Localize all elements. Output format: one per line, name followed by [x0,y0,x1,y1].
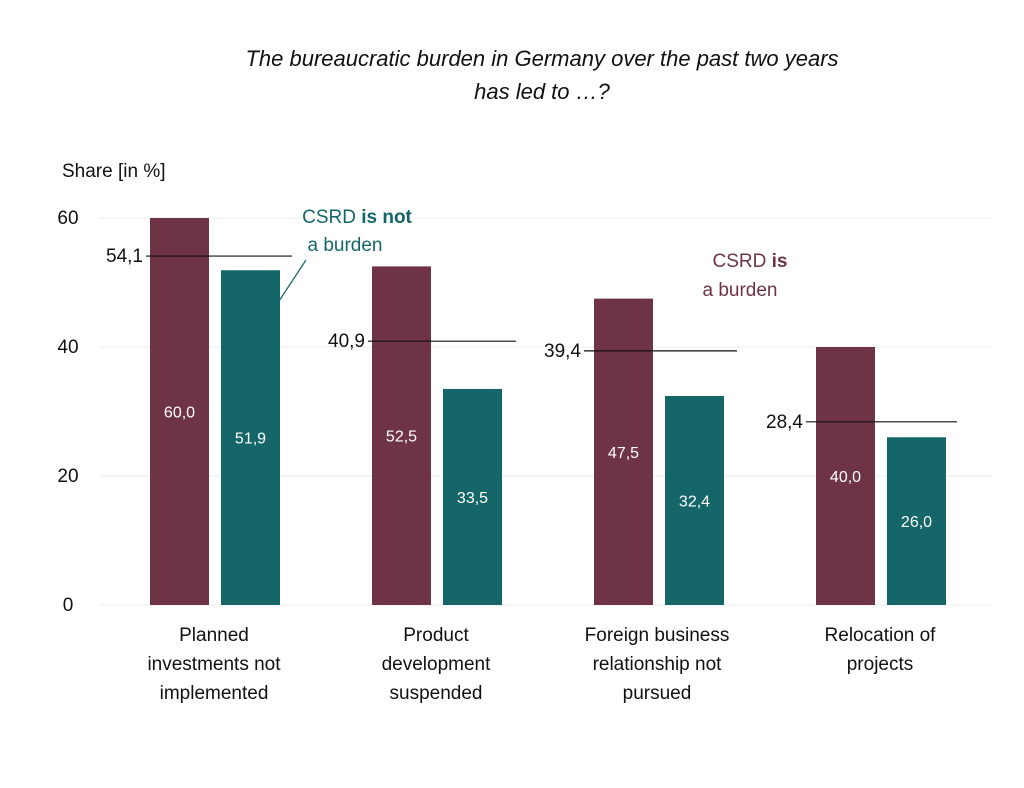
bar-burden [150,218,209,605]
bar-value-label: 47,5 [608,445,639,462]
legend-annotation-not-burden: CSRD is not a burden [278,207,413,302]
annotation-not-burden-leader-line [278,259,307,302]
category-label-line: projects [847,654,914,675]
annotation-burden-bold: is [772,251,788,272]
bar-value-label: 40,0 [830,469,861,486]
bar-value-label: 51,9 [235,431,266,448]
category-label-line: development [382,654,492,675]
reference-line-label: 40,9 [328,331,365,352]
bar-not_burden [665,396,724,605]
category-label-line: suspended [390,683,483,704]
category-label-line: Relocation of [825,625,937,646]
bar-not_burden [443,388,502,605]
category-label-line: Planned [179,625,249,646]
reference-lines: 54,1 40,9 39,4 28,4 [106,246,957,433]
category-label-line: Foreign business [585,625,730,646]
chart-title-line-2: has led to …? [474,79,611,104]
legend-annotation-burden: CSRD is a burden [702,251,787,301]
category-label-line: Product [403,625,469,646]
bar-burden [816,347,875,605]
reference-line-label: 54,1 [106,246,143,267]
bar-value-label: 60,0 [164,405,195,422]
y-axis-label: Share [in %] [62,161,166,182]
annotation-burden-normal: CSRD [713,251,772,272]
annotation-not-burden-line-2: a burden [307,235,382,256]
bar-value-labels: 60,0 52,5 47,5 40,0 51,9 33,5 32,4 26,0 [164,405,932,532]
y-tick-label: 20 [57,466,78,487]
bar-not_burden [887,437,946,605]
bar-not_burden [221,270,280,605]
annotation-not-burden-bold: is not [361,207,412,228]
annotation-not-burden-line-1: CSRD is not [302,207,412,228]
y-tick-label: 40 [57,337,78,358]
annotation-burden-line-1: CSRD is [713,251,788,272]
reference-line-label: 39,4 [544,341,581,362]
bar-value-label: 52,5 [386,429,417,446]
bar-value-label: 26,0 [901,514,932,531]
y-tick-label: 60 [57,208,78,229]
category-label-line: investments not [147,654,281,675]
annotation-burden-line-2: a burden [702,280,777,301]
bar-value-label: 33,5 [457,490,488,507]
chart-title-line-1: The bureaucratic burden in Germany over … [245,46,838,71]
category-labels: Planned investments not implemented Product… [147,625,936,704]
bar-value-label: 32,4 [679,494,710,511]
y-tick-label: 0 [63,595,74,616]
bars [150,218,946,605]
bar-burden [372,266,431,605]
chart-title: The bureaucratic burden in Germany over … [245,46,838,104]
category-label-line: pursued [623,683,692,704]
annotation-not-burden-normal: CSRD [302,207,361,228]
bar-burden [594,298,653,605]
reference-line-label: 28,4 [766,412,803,433]
y-axis-ticks: 0 20 40 60 [57,208,78,616]
category-label-line: implemented [160,683,269,704]
category-label-line: relationship not [593,654,723,675]
